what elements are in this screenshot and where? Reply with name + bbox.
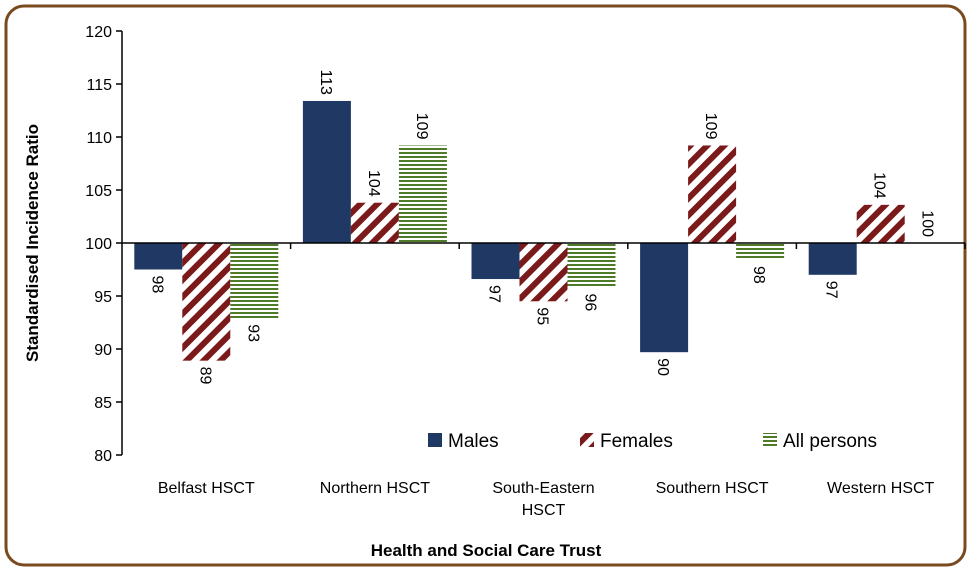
value-label: 100 <box>919 210 936 237</box>
bar <box>567 243 616 288</box>
bar <box>736 243 785 260</box>
bar <box>398 145 447 243</box>
bar <box>808 243 857 275</box>
value-label: 97 <box>823 281 840 299</box>
value-label: 104 <box>365 170 382 197</box>
y-tick-label: 105 <box>85 183 112 200</box>
bar <box>302 100 351 244</box>
value-label: 97 <box>486 285 503 303</box>
value-label: 90 <box>654 358 671 376</box>
bar <box>230 243 279 319</box>
y-tick-label: 100 <box>85 236 112 253</box>
value-label: 109 <box>702 113 719 140</box>
bar <box>134 243 183 270</box>
bar <box>471 243 520 280</box>
y-tick-label: 85 <box>94 395 112 412</box>
y-tick-label: 120 <box>85 24 112 41</box>
bar <box>182 243 231 361</box>
x-tick-label: Belfast HSCT <box>157 480 255 497</box>
x-tick-label: Northern HSCT <box>319 480 431 497</box>
value-label: 96 <box>582 294 599 312</box>
value-label: 89 <box>196 367 213 385</box>
bar <box>688 145 737 243</box>
y-tick-label: 90 <box>94 342 112 359</box>
bar <box>519 243 568 302</box>
legend-label: All persons <box>783 431 877 452</box>
value-label: 95 <box>534 307 551 325</box>
bar <box>640 243 689 353</box>
x-tick-label: Western HSCT <box>827 480 935 497</box>
bar <box>350 202 399 243</box>
legend-swatch <box>428 433 442 447</box>
bar <box>856 204 905 243</box>
x-tick-label: South-Eastern HSCT <box>492 480 595 519</box>
legend-swatch <box>763 433 777 447</box>
y-axis-title: Standardised Incidence Ratio <box>23 124 42 362</box>
legend-label: Females <box>600 431 673 452</box>
x-tick-label: Southern HSCT <box>655 480 769 497</box>
y-tick-label: 80 <box>94 448 112 465</box>
value-label: 93 <box>244 324 261 342</box>
value-label: 98 <box>750 266 767 284</box>
legend-label: Males <box>448 431 499 452</box>
value-label: 104 <box>871 172 888 199</box>
y-tick-label: 110 <box>86 130 112 147</box>
x-axis-title: Health and Social Care Trust <box>371 541 602 560</box>
value-label: 113 <box>317 69 334 95</box>
y-tick-label: 115 <box>86 77 112 94</box>
legend-swatch <box>580 433 594 447</box>
y-tick-label: 95 <box>94 289 112 306</box>
value-label: 109 <box>413 113 430 140</box>
value-label: 98 <box>148 276 165 294</box>
